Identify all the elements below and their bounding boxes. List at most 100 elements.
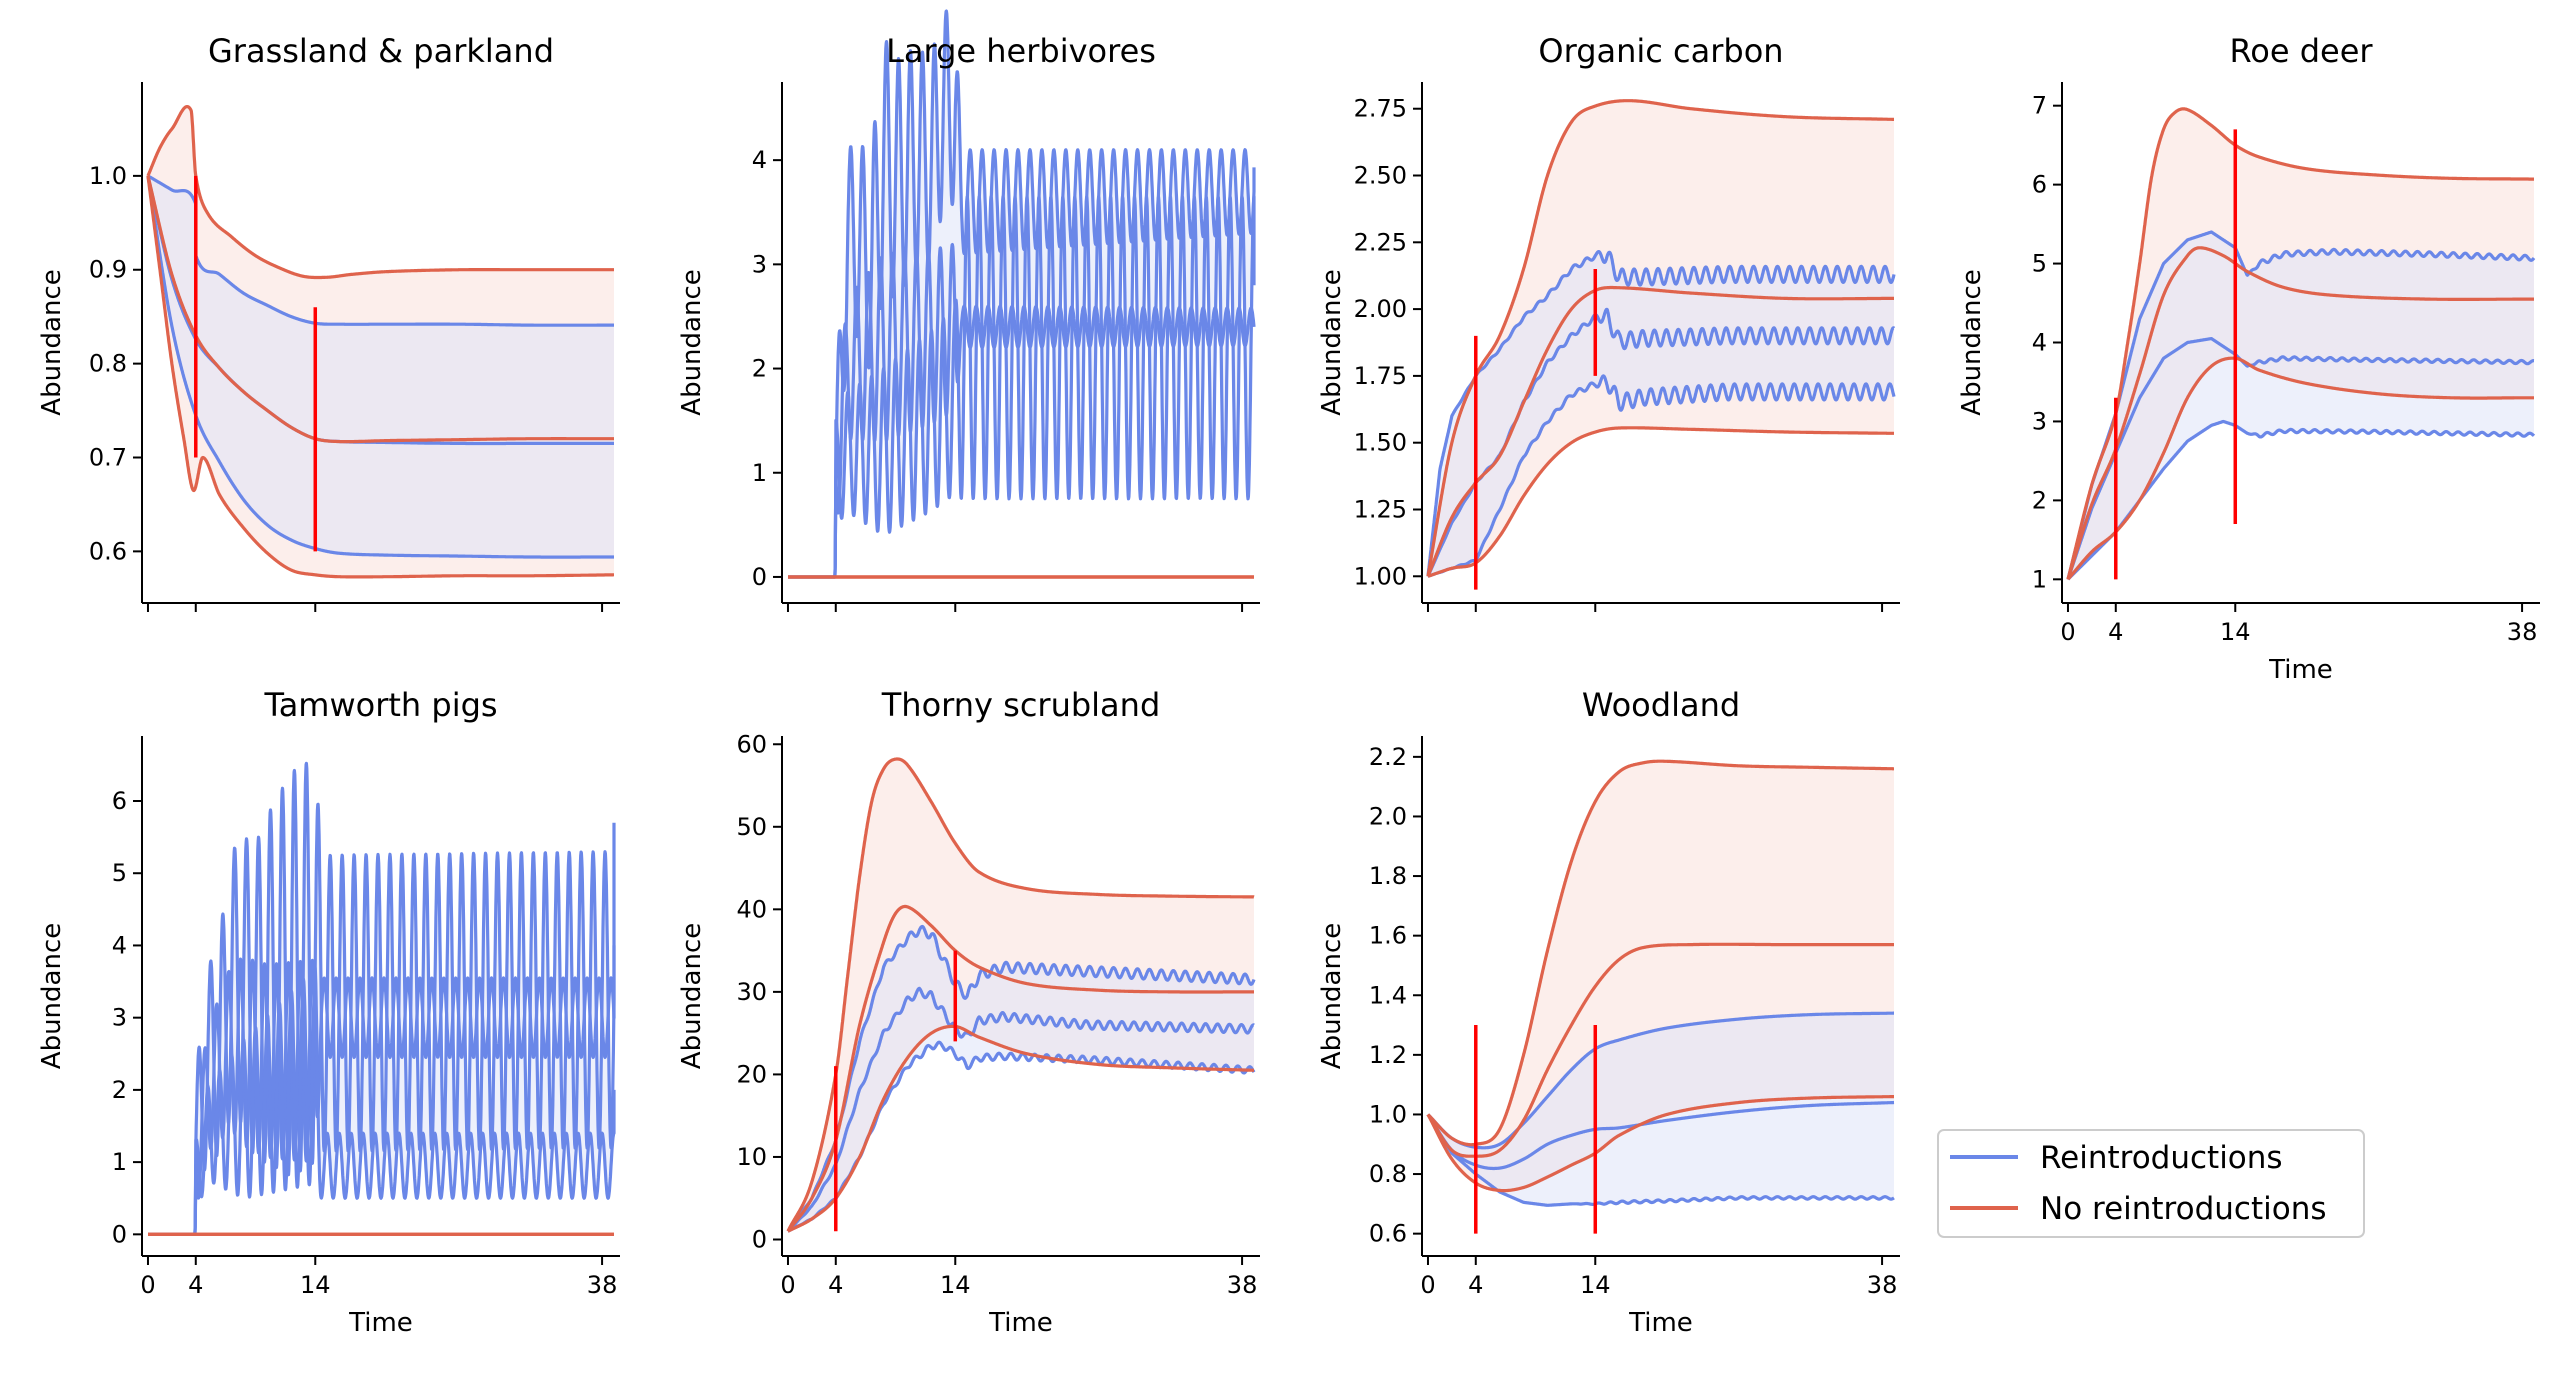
line-reintroductions-upper xyxy=(786,924,1256,1233)
subplot-title: Woodland xyxy=(1582,686,1740,724)
line-no-reintroductions-lower xyxy=(1426,1095,1896,1193)
y-tick-label: 2.0 xyxy=(1369,802,1407,830)
y-tick-label: 2.2 xyxy=(1369,743,1407,771)
y-tick-label: 2 xyxy=(2032,486,2047,514)
y-tick-label: 1.8 xyxy=(1369,862,1407,890)
x-tick-label: 4 xyxy=(188,1271,203,1299)
y-tick-label: 0.6 xyxy=(1369,1220,1407,1248)
y-tick-label: 3 xyxy=(2032,407,2047,435)
y-tick-label: 60 xyxy=(736,730,767,758)
line-no-reintroductions-mid xyxy=(786,904,1256,1233)
x-tick-label: 38 xyxy=(587,1271,618,1299)
y-tick-label: 50 xyxy=(736,813,767,841)
x-tick-label: 38 xyxy=(1867,1271,1898,1299)
y-tick-label: 5 xyxy=(112,859,127,887)
y-tick-label: 1.75 xyxy=(1354,362,1407,390)
y-tick-label: 6 xyxy=(112,787,127,815)
y-axis-label: Abundance xyxy=(677,269,707,415)
y-tick-label: 5 xyxy=(2032,250,2047,278)
y-tick-label: 4 xyxy=(2032,329,2047,357)
y-tick-label: 1 xyxy=(112,1148,127,1176)
line-no-reintroductions-mid xyxy=(146,175,616,444)
y-tick-label: 1 xyxy=(752,459,767,487)
line-reintroductions-lower xyxy=(146,966,616,1236)
y-axis-label: Abundance xyxy=(37,923,67,1069)
x-tick-label: 14 xyxy=(940,1271,971,1299)
band-reintroductions xyxy=(2068,232,2534,580)
y-tick-label: 2.25 xyxy=(1354,228,1407,256)
y-tick-label: 4 xyxy=(752,146,767,174)
line-reintroductions-mid xyxy=(146,945,616,1236)
legend: Reintroductions No reintroductions xyxy=(1937,1129,2365,1238)
legend-box xyxy=(1937,1129,2365,1238)
line-no-reintroductions-upper xyxy=(2066,107,2536,580)
y-tick-label: 20 xyxy=(736,1060,767,1088)
line-reintroductions-upper xyxy=(1426,250,1896,577)
y-tick-label: 0 xyxy=(752,1225,767,1253)
line-no-reintroductions-upper xyxy=(786,757,1256,1233)
y-axis-label: Abundance xyxy=(677,923,707,1069)
x-tick-label: 4 xyxy=(828,1271,843,1299)
x-tick-label: 14 xyxy=(1580,1271,1611,1299)
x-tick-label: 4 xyxy=(1468,1271,1483,1299)
y-tick-label: 0.6 xyxy=(89,537,127,565)
x-tick-label: 0 xyxy=(140,1271,155,1299)
line-reintroductions-lower xyxy=(1426,374,1896,578)
line-reintroductions-upper xyxy=(2066,230,2536,580)
y-tick-label: 2.75 xyxy=(1354,95,1407,123)
subplot-title: Tamworth pigs xyxy=(263,686,497,724)
y-tick-label: 30 xyxy=(736,978,767,1006)
x-axis-label: Time xyxy=(1628,1308,1693,1338)
subplot-tamworth-pigs: 0 1 2 3 4 5 6 0 4 14 38 Tamworth pigs Abundance Time xyxy=(37,686,620,1338)
line-reintroductions-lower xyxy=(786,195,1256,579)
subplot-grid: 0.6 0.7 0.8 0.9 1.0 Grassland & parkland Abund… xyxy=(37,9,2540,1338)
x-axis-label: Time xyxy=(2268,655,2333,685)
x-tick-label: 0 xyxy=(1420,1271,1435,1299)
x-tick-label: 14 xyxy=(2220,618,2251,646)
subplot-grassland-and-parkland: 0.6 0.7 0.8 0.9 1.0 Grassland & parkland Abund… xyxy=(37,32,620,612)
y-axis-label: Abundance xyxy=(1317,923,1347,1069)
line-no-reintroductions-lower xyxy=(1426,426,1896,578)
x-tick-label: 0 xyxy=(2060,618,2075,646)
line-reintroductions-upper xyxy=(1426,1011,1896,1150)
line-reintroductions-mid xyxy=(1426,1100,1896,1171)
line-reintroductions-lower xyxy=(1426,1113,1896,1207)
line-no-reintroductions-mid xyxy=(1426,942,1896,1158)
x-tick-label: 38 xyxy=(2507,618,2538,646)
y-tick-label: 1.6 xyxy=(1369,922,1407,950)
y-tick-label: 1.25 xyxy=(1354,495,1407,523)
subplot-title: Roe deer xyxy=(2229,32,2373,70)
y-axis-label: Abundance xyxy=(1317,269,1347,415)
line-reintroductions-mid xyxy=(786,986,1256,1233)
y-tick-label: 40 xyxy=(736,895,767,923)
line-no-reintroductions-lower xyxy=(146,175,616,579)
line-no-reintroductions-lower xyxy=(786,1024,1256,1233)
subplot-title: Large herbivores xyxy=(886,32,1156,70)
y-tick-label: 1.2 xyxy=(1369,1041,1407,1069)
line-no-reintroductions-mid xyxy=(2066,246,2536,580)
y-tick-label: 1 xyxy=(2032,565,2047,593)
y-tick-label: 2 xyxy=(112,1076,127,1104)
line-no-reintroductions-upper xyxy=(1426,759,1896,1147)
line-reintroductions-lower xyxy=(146,175,616,559)
band-reintroductions xyxy=(148,175,614,558)
y-tick-label: 2.00 xyxy=(1354,295,1407,323)
y-tick-label: 10 xyxy=(736,1143,767,1171)
subplot-thorny-scrubland: 0 10 20 30 40 50 60 0 4 14 38 Thorny scrubland Abund… xyxy=(677,686,1260,1338)
legend-label-no-reintroductions: No reintroductions xyxy=(2040,1191,2327,1227)
line-no-reintroductions-lower xyxy=(2066,356,2536,581)
y-tick-label: 1.50 xyxy=(1354,429,1407,457)
x-tick-label: 0 xyxy=(780,1271,795,1299)
legend-label-reintroductions: Reintroductions xyxy=(2040,1140,2283,1176)
y-tick-label: 1.4 xyxy=(1369,981,1407,1009)
subplot-organic-carbon: 1.00 1.25 1.50 1.75 2.00 2.25 2.50 2.75 Organic … xyxy=(1317,32,1900,612)
y-tick-label: 2.50 xyxy=(1354,162,1407,190)
subplot-large-herbivores: 0 1 2 3 4 Large herbivores Abundance xyxy=(677,9,1260,612)
subplot-title: Thorny scrubland xyxy=(881,686,1161,724)
y-tick-label: 4 xyxy=(112,931,127,959)
x-tick-label: 38 xyxy=(1227,1271,1258,1299)
y-axis-label: Abundance xyxy=(1957,269,1987,415)
y-tick-label: 0.8 xyxy=(89,350,127,378)
line-no-reintroductions-upper xyxy=(146,105,616,280)
